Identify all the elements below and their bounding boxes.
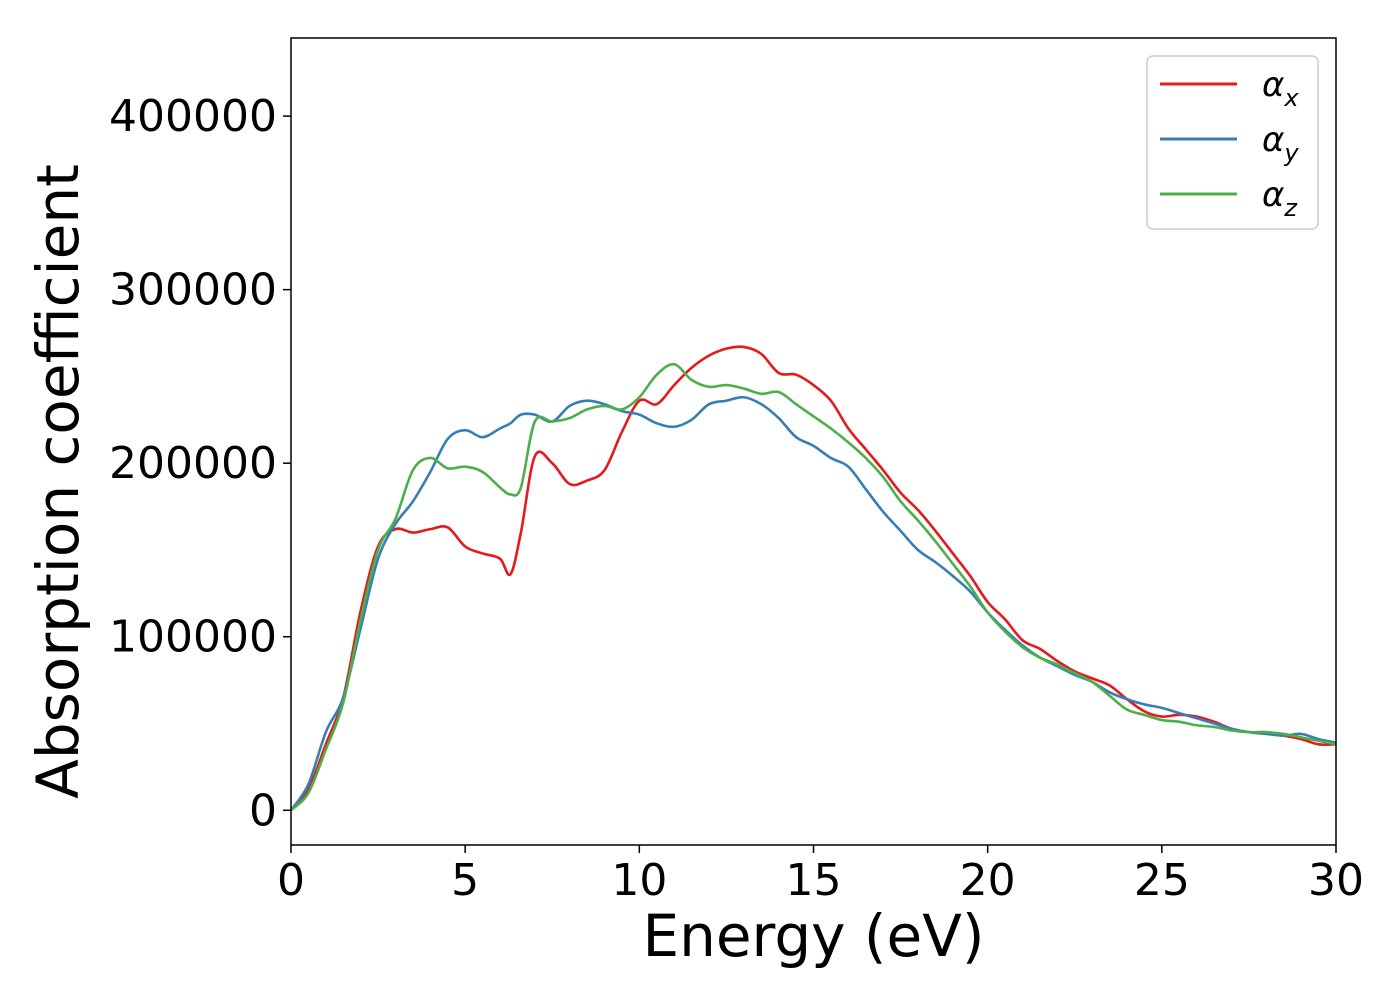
y-axis-ticks: 0 100000 200000 300000 400000 — [109, 91, 291, 836]
series-line-y — [291, 395, 1336, 812]
legend-label-y: αy — [1262, 120, 1299, 167]
x-axis-ticks: 0 5 10 15 20 25 30 — [277, 845, 1364, 906]
y-axis-label: Absorption coefficient — [24, 164, 92, 799]
series-line-x — [291, 345, 1336, 812]
legend-subscript: x — [1283, 84, 1299, 112]
x-tick-label: 20 — [960, 855, 1016, 906]
x-tick-label: 25 — [1134, 855, 1190, 906]
y-tick-label: 300000 — [109, 265, 277, 316]
legend-box — [1146, 55, 1319, 230]
x-tick-label: 5 — [451, 855, 479, 906]
x-tick-label: 10 — [611, 855, 667, 906]
x-axis-label: Energy (eV) — [642, 902, 984, 970]
x-tick-label: 15 — [786, 855, 842, 906]
y-tick-label: 400000 — [109, 91, 277, 142]
y-tick-label: 200000 — [109, 438, 277, 489]
series-line-z — [291, 362, 1336, 812]
legend-subscript: z — [1283, 194, 1298, 222]
legend-subscript: y — [1283, 139, 1299, 167]
legend-label-x: αx — [1262, 65, 1299, 112]
x-tick-label: 0 — [277, 855, 305, 906]
series-layer — [291, 345, 1336, 812]
y-tick-label: 100000 — [109, 612, 277, 663]
x-tick-label: 30 — [1308, 855, 1364, 906]
y-tick-label: 0 — [249, 785, 277, 836]
